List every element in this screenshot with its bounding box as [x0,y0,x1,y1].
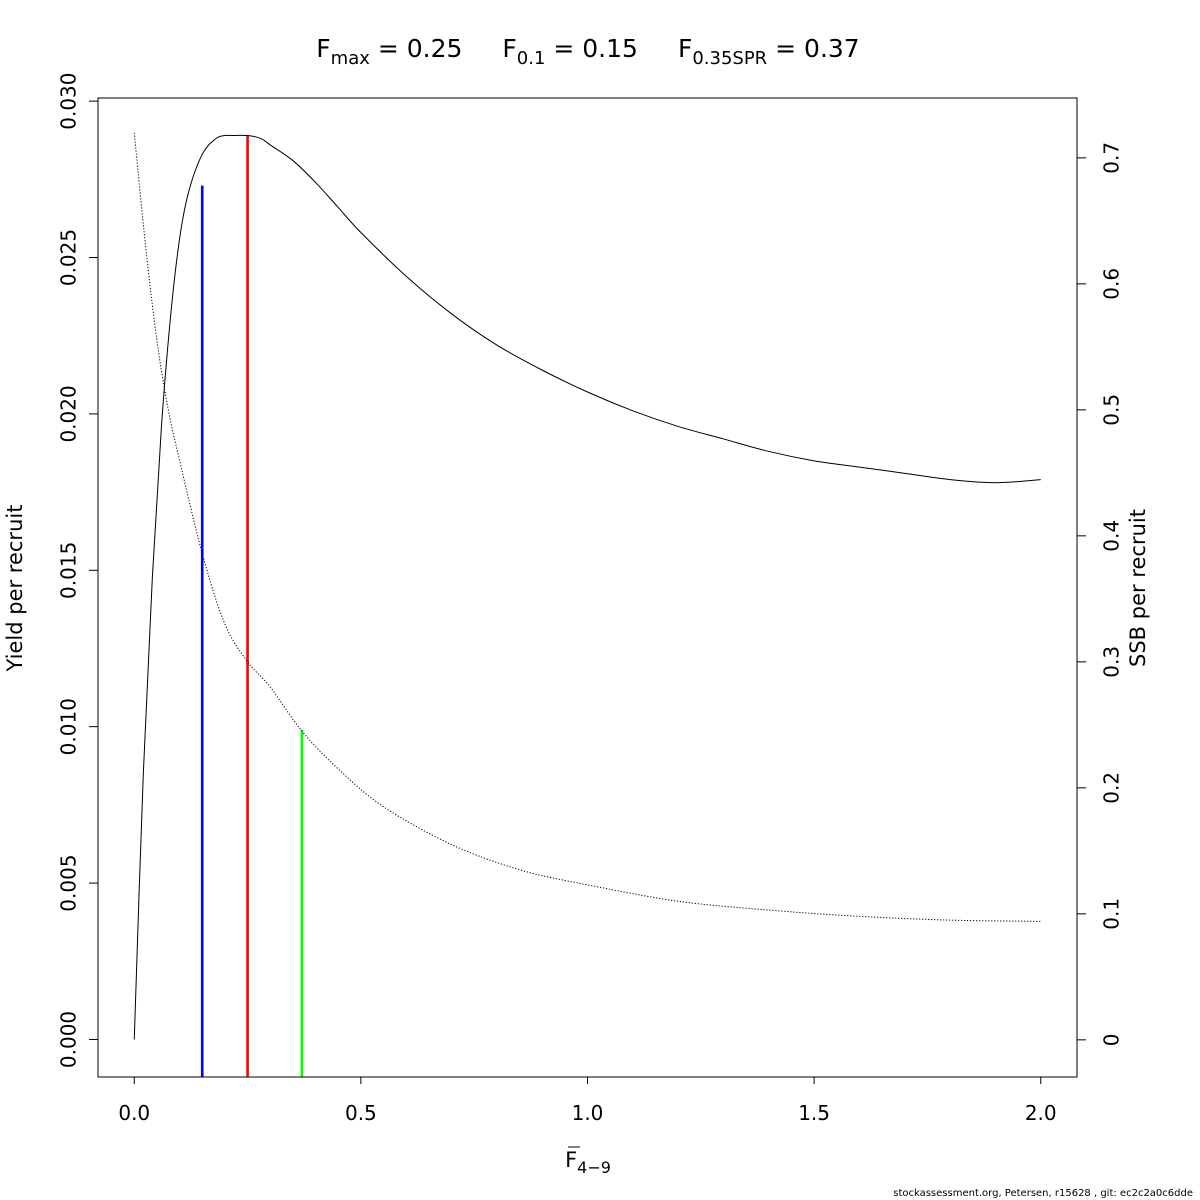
y2-tick-label: 0.3 [1100,646,1124,678]
title-part-2-symbol: F [678,34,692,63]
y-tick-label: 0.030 [57,72,81,129]
series-layer [133,132,1041,1040]
reference-lines [200,135,304,1077]
y-tick-label: 0.025 [57,229,81,286]
title-part-1-symbol: F [502,34,516,63]
y2-tick-label: 0 [1100,1033,1124,1046]
x-tick-label: 0.0 [118,1101,150,1125]
x-axis-title: F4−9 [565,1148,611,1177]
y-tick-label: 0.015 [57,542,81,599]
y2-tick-label: 0.5 [1100,394,1124,426]
y-tick-label: 0.005 [57,854,81,911]
plot-frame [97,97,1078,1078]
title-part-0-value: = 0.25 [370,34,463,63]
title-part-1-subscript: 0.1 [517,48,546,69]
y2-axis-title: SSB per recruit [1126,509,1150,667]
ssb-per-recruit-curve [133,132,1041,922]
y2-tick-label: 0.2 [1100,772,1124,804]
x-tick-label: 2.0 [1025,1101,1057,1125]
x-axis: 0.0 0.5 1.0 1.5 2.0 [118,1076,1057,1125]
x-tick-label: 0.5 [345,1101,377,1125]
title-part-2-subscript: 0.35SPR [692,48,767,69]
y-tick-label: 0.020 [57,385,81,442]
title-part-0-subscript: max [331,48,371,69]
x-tick-label: 1.5 [798,1101,830,1125]
y2-tick-label: 0.6 [1100,268,1124,300]
y-axis-title: Yield per recruit [3,505,27,673]
title-part-0-symbol: F [316,34,330,63]
y2-tick-label: 0.4 [1100,520,1124,552]
title-part-2-value: = 0.37 [767,34,860,63]
chart-title: Fmax = 0.25 F0.1 = 0.15 F0.35SPR = 0.37 [316,34,859,69]
y-axis-right: 0 0.1 0.2 0.3 0.4 0.5 0.6 0.7 [1076,142,1124,1046]
y2-tick-label: 0.1 [1100,898,1124,930]
yield-per-recruit-curve [133,134,1041,1040]
x-title-symbol: F [565,1148,577,1172]
footer-credit: stockassessment.org, Petersen, r15628 , … [893,1188,1193,1199]
y-tick-label: 0.010 [57,698,81,755]
title-part-1-value: = 0.15 [545,34,638,63]
y-axis-left: 0.000 0.005 0.010 0.015 0.020 0.025 0.030 [57,72,99,1068]
y2-tick-label: 0.7 [1100,142,1124,174]
y-tick-label: 0.000 [57,1011,81,1068]
x-tick-label: 1.0 [572,1101,604,1125]
x-title-subscript: 4−9 [577,1158,611,1177]
